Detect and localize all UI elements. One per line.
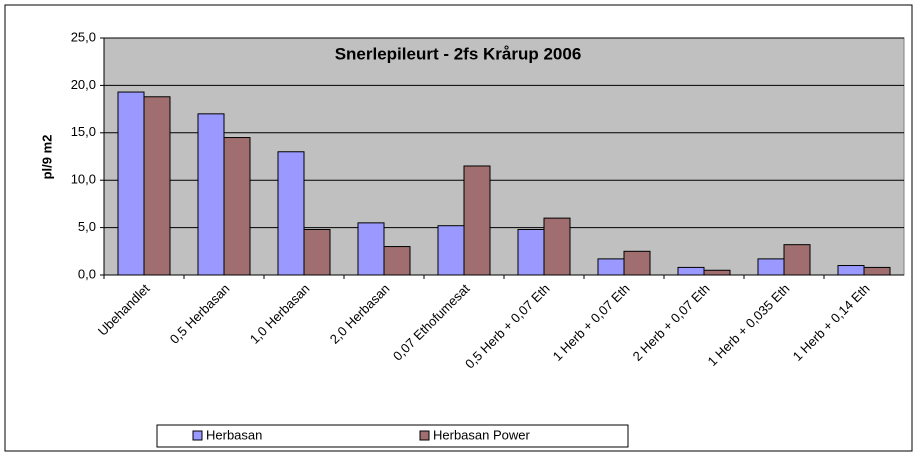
bar <box>437 225 465 276</box>
bar <box>463 165 491 276</box>
legend-swatch <box>419 430 430 441</box>
bar <box>783 244 811 276</box>
legend-label: Herbasan <box>206 427 262 442</box>
bar <box>543 217 571 276</box>
bar <box>597 258 625 276</box>
bar <box>863 266 891 276</box>
bar <box>303 228 331 276</box>
bar <box>223 137 251 276</box>
y-tick-label: 5,0 <box>78 219 96 234</box>
bar <box>517 228 545 276</box>
bar <box>143 96 171 276</box>
y-tick-label: 15,0 <box>71 124 96 139</box>
bar <box>837 265 865 276</box>
y-tick-label: 20,0 <box>71 77 96 92</box>
y-tick-label: 10,0 <box>71 172 96 187</box>
bar <box>383 246 411 276</box>
bar <box>277 151 305 276</box>
chart-title: Snerlepileurt - 2fs Krårup 2006 <box>335 44 582 63</box>
bar <box>623 250 651 276</box>
legend-label: Herbasan Power <box>433 427 530 442</box>
y-tick-label: 0,0 <box>78 266 96 281</box>
legend <box>156 424 629 448</box>
bar <box>197 113 225 276</box>
legend-swatch <box>192 430 203 441</box>
bar <box>703 269 731 276</box>
bar <box>757 258 785 276</box>
y-tick-label: 25,0 <box>71 29 96 44</box>
y-axis-label: pl/9 m2 <box>39 135 54 180</box>
bar <box>677 266 705 276</box>
bar <box>357 222 385 276</box>
bar <box>117 91 145 276</box>
